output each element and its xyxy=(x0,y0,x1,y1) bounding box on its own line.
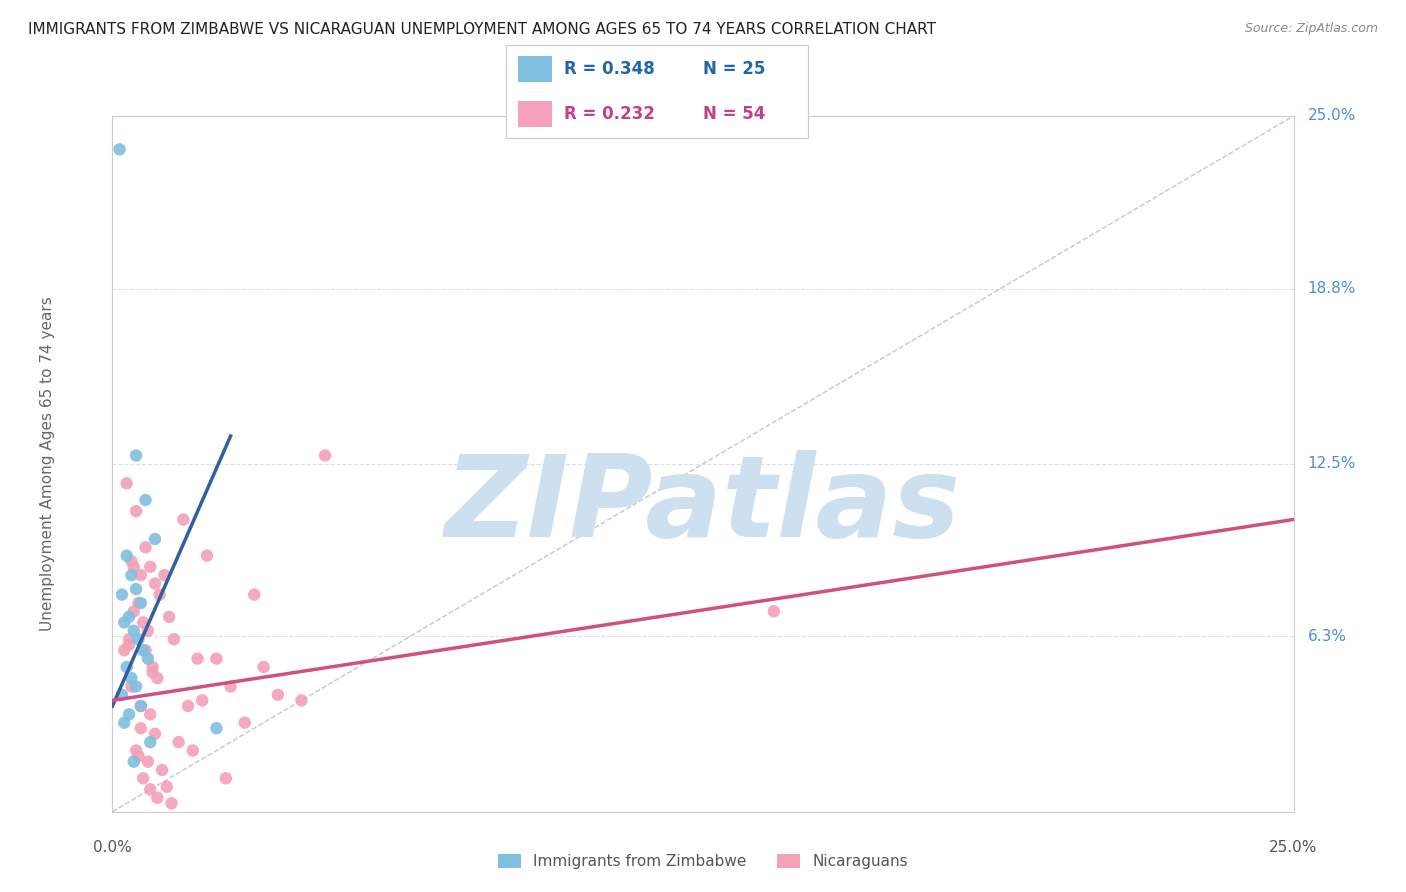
Point xyxy=(205,721,228,735)
Point xyxy=(118,610,141,624)
Point xyxy=(149,588,172,602)
Bar xyxy=(519,101,551,127)
Point xyxy=(120,554,142,568)
Text: N = 25: N = 25 xyxy=(703,60,765,78)
Point xyxy=(115,476,138,491)
Point xyxy=(120,671,142,685)
Text: Source: ZipAtlas.com: Source: ZipAtlas.com xyxy=(1244,22,1378,36)
Point xyxy=(253,660,276,674)
Point xyxy=(160,797,183,811)
Point xyxy=(112,615,135,630)
Point xyxy=(233,715,256,730)
Text: 12.5%: 12.5% xyxy=(1308,457,1355,471)
Point xyxy=(219,680,242,694)
Point xyxy=(172,512,194,526)
Point xyxy=(111,588,134,602)
Point xyxy=(129,596,152,610)
Point xyxy=(125,582,148,596)
Point xyxy=(129,698,152,713)
Text: Unemployment Among Ages 65 to 74 years: Unemployment Among Ages 65 to 74 years xyxy=(39,296,55,632)
Point xyxy=(132,615,155,630)
Point xyxy=(129,568,152,582)
Point xyxy=(139,782,162,797)
Point xyxy=(143,727,166,741)
Point xyxy=(150,763,173,777)
Point xyxy=(122,604,145,618)
Point xyxy=(139,735,162,749)
Point xyxy=(122,755,145,769)
Point xyxy=(118,632,141,647)
Point xyxy=(191,693,214,707)
Bar xyxy=(519,56,551,82)
Text: 0.0%: 0.0% xyxy=(93,839,132,855)
Point xyxy=(118,638,141,652)
Point xyxy=(118,707,141,722)
Point xyxy=(125,743,148,757)
Point xyxy=(181,743,204,757)
Point xyxy=(163,632,186,647)
Text: IMMIGRANTS FROM ZIMBABWE VS NICARAGUAN UNEMPLOYMENT AMONG AGES 65 TO 74 YEARS CO: IMMIGRANTS FROM ZIMBABWE VS NICARAGUAN U… xyxy=(28,22,936,37)
Point xyxy=(243,588,266,602)
Point xyxy=(127,749,149,764)
Point xyxy=(215,772,238,786)
Point xyxy=(762,604,785,618)
Point xyxy=(115,660,138,674)
Text: R = 0.348: R = 0.348 xyxy=(564,60,654,78)
Point xyxy=(177,698,200,713)
Point xyxy=(132,772,155,786)
Point xyxy=(156,780,179,794)
Point xyxy=(135,493,157,508)
Point xyxy=(127,596,149,610)
Text: ZIPatlas: ZIPatlas xyxy=(444,450,962,561)
Text: R = 0.232: R = 0.232 xyxy=(564,105,654,123)
Point xyxy=(111,688,134,702)
Point xyxy=(120,680,142,694)
Point xyxy=(127,632,149,647)
Point xyxy=(146,790,169,805)
Legend: Immigrants from Zimbabwe, Nicaraguans: Immigrants from Zimbabwe, Nicaraguans xyxy=(492,848,914,875)
Text: N = 54: N = 54 xyxy=(703,105,765,123)
Point xyxy=(108,142,131,156)
Point xyxy=(146,671,169,685)
Point xyxy=(142,665,165,680)
Text: 18.8%: 18.8% xyxy=(1308,281,1355,296)
Point xyxy=(314,449,336,463)
Text: 6.3%: 6.3% xyxy=(1308,629,1347,644)
Point xyxy=(157,610,180,624)
Point xyxy=(120,568,142,582)
Point xyxy=(129,698,152,713)
Point xyxy=(135,541,157,555)
Point xyxy=(125,504,148,518)
Point xyxy=(112,643,135,657)
Point xyxy=(136,624,159,638)
Point xyxy=(122,559,145,574)
Text: 25.0%: 25.0% xyxy=(1308,109,1355,123)
Point xyxy=(186,651,208,665)
Point xyxy=(136,651,159,665)
Text: 25.0%: 25.0% xyxy=(1270,839,1317,855)
Point xyxy=(143,532,166,546)
Point xyxy=(153,568,176,582)
Point xyxy=(139,559,162,574)
Point xyxy=(205,651,228,665)
Point xyxy=(167,735,190,749)
Point xyxy=(139,707,162,722)
Point xyxy=(142,660,165,674)
Point xyxy=(129,721,152,735)
Point xyxy=(115,549,138,563)
Point xyxy=(290,693,312,707)
Point xyxy=(136,755,159,769)
Point xyxy=(125,680,148,694)
Point xyxy=(143,576,166,591)
Point xyxy=(135,643,157,657)
Point xyxy=(125,449,148,463)
Point xyxy=(267,688,290,702)
Point xyxy=(195,549,218,563)
Point xyxy=(112,715,135,730)
Point xyxy=(122,624,145,638)
Point xyxy=(132,643,155,657)
